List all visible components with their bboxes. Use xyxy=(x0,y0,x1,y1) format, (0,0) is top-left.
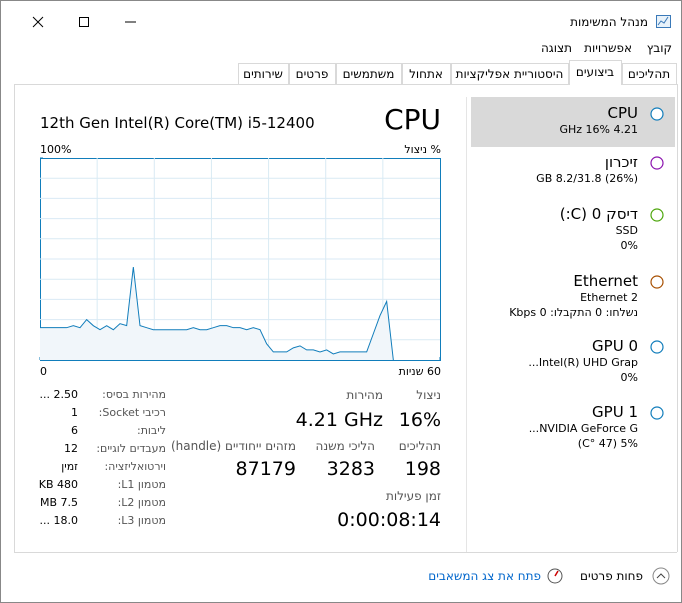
stat-label: מזהים ייחודיים (handle) xyxy=(170,439,296,453)
detail-value: 7.5 MB xyxy=(39,496,78,509)
tab xyxy=(451,63,569,85)
sidebar-detail: SSD xyxy=(615,224,638,237)
status-circle xyxy=(650,107,664,121)
sidebar-title[interactable]: דיסק 0 (C:) xyxy=(559,205,638,223)
tab xyxy=(336,63,402,85)
detail-value: 12 xyxy=(64,442,78,455)
cpu-title: CPU xyxy=(384,103,441,136)
sidebar-detail: 0% xyxy=(620,371,638,384)
status-circle xyxy=(650,340,664,354)
detail-label: מעבדים לוגיים: xyxy=(96,442,166,455)
sidebar-detail: Intel(R) UHD Grap... xyxy=(528,356,638,369)
sidebar-detail: Ethernet 2 xyxy=(580,291,638,304)
less-details-icon[interactable] xyxy=(652,567,670,585)
window-controls[interactable] xyxy=(32,16,136,28)
tab-label[interactable]: פרטים xyxy=(295,67,329,81)
tab-label[interactable]: ביצועים xyxy=(575,65,615,79)
stat-value: 0:00:08:14 xyxy=(337,509,441,531)
sidebar-title[interactable]: Ethernet xyxy=(573,272,638,290)
x-tick-label: 0 xyxy=(40,365,47,378)
window-title: מנהל המשימות xyxy=(570,15,648,29)
tab xyxy=(289,63,336,85)
detail-label: מהירות בסיס: xyxy=(102,388,166,401)
sidebar-title[interactable]: זיכרון xyxy=(604,153,638,171)
sidebar-title[interactable]: GPU 0 xyxy=(592,337,638,355)
stat-value: 16% xyxy=(398,409,441,431)
detail-value: 1 xyxy=(71,406,78,419)
sidebar-detail: 5% (47 °C) xyxy=(577,437,638,450)
sidebar-detail: נשלחו: 0 התקבלו: 0 Kbps xyxy=(509,306,638,319)
sidebar-title[interactable]: GPU 1 xyxy=(592,403,638,421)
detail-label: רכיבי Socket: xyxy=(98,406,166,419)
detail-value: 18.0 ... xyxy=(39,514,79,527)
detail-value: 2.50 ... xyxy=(39,388,79,401)
open-resource-monitor[interactable]: פתח את צג המשאבים xyxy=(428,569,541,583)
sidebar-detail: (26%) 8.2/31.8 GB xyxy=(536,172,638,185)
stat-label: ניצול xyxy=(416,388,441,402)
stat-value: 4.21 GHz xyxy=(295,409,383,431)
detail-label: וירטואליזציה: xyxy=(104,460,166,473)
sidebar-detail: 4.21 GHz 16% xyxy=(559,123,638,136)
selected-item[interactable] xyxy=(471,97,675,147)
stat-label: זמן פעילות xyxy=(385,489,441,503)
detail-label: מטמון L3: xyxy=(117,514,166,527)
stat-value: 87179 xyxy=(235,458,296,480)
cpu-area xyxy=(40,267,394,360)
tab-label[interactable]: שירותים xyxy=(243,67,283,81)
menu-item[interactable]: תצוגה xyxy=(540,41,572,55)
status-circle xyxy=(650,156,664,170)
stat-value: 3283 xyxy=(326,458,375,480)
cpu-model: 12th Gen Intel(R) Core(TM) i5-12400 xyxy=(40,114,315,132)
x-tick-label: 60 שניות xyxy=(398,365,441,378)
sidebar-title[interactable]: CPU xyxy=(607,104,639,122)
detail-label: מטמון L1: xyxy=(117,478,166,491)
sidebar-detail: 0% xyxy=(620,239,638,252)
tab xyxy=(402,63,451,85)
stat-label: הליכי משנה xyxy=(315,439,375,453)
tab xyxy=(569,60,622,85)
y-label: % ניצול xyxy=(404,143,441,156)
tab xyxy=(238,63,289,85)
less-details[interactable]: פחות פרטים xyxy=(580,569,643,583)
app-icon xyxy=(656,15,671,28)
tab xyxy=(622,63,677,85)
menu-item[interactable]: קובץ xyxy=(646,41,672,55)
cpu-line xyxy=(40,267,394,361)
detail-value: 6 xyxy=(71,424,78,437)
detail-value: 480 KB xyxy=(38,478,78,491)
menu-item[interactable]: אפשרויות xyxy=(584,41,632,55)
stat-value: 198 xyxy=(404,458,441,480)
tab-label[interactable]: היסטוריית אפליקציות xyxy=(455,67,564,81)
status-circle xyxy=(650,275,664,289)
detail-label: מטמון L2: xyxy=(117,496,166,509)
monitor-icon[interactable] xyxy=(547,568,563,584)
tab-label[interactable]: משתמשים xyxy=(342,67,395,81)
detail-value: זמין xyxy=(61,460,78,473)
detail-label: ליבות: xyxy=(136,424,166,437)
tab-label[interactable]: תהליכים xyxy=(627,67,671,81)
stat-label: מהירות xyxy=(346,388,383,402)
tab-label[interactable]: אתחול xyxy=(409,67,443,81)
sidebar-detail: NVIDIA GeForce G... xyxy=(528,422,638,435)
y-tick-label: 100% xyxy=(40,143,72,156)
status-circle xyxy=(650,208,664,222)
status-circle xyxy=(650,406,664,420)
stat-label: תהליכים xyxy=(398,439,441,453)
